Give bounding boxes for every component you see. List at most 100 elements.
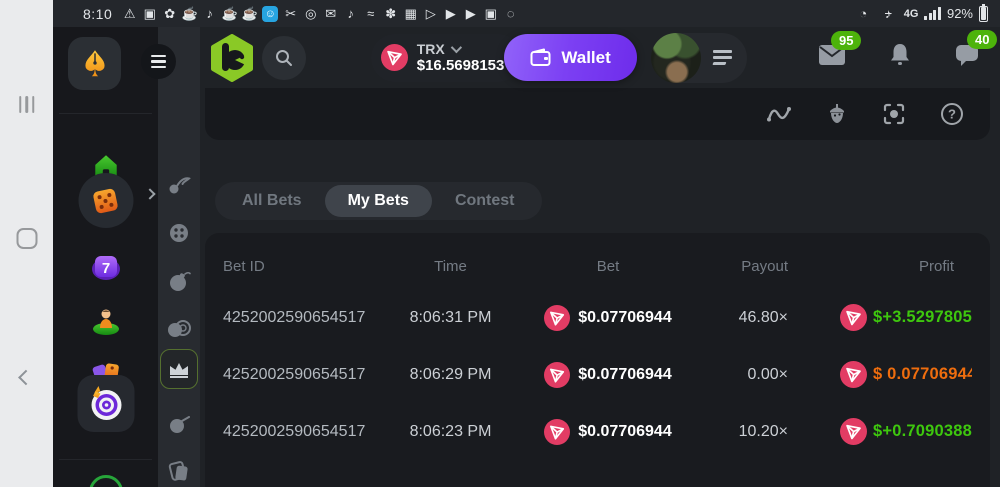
search-button[interactable] xyxy=(262,35,306,80)
wallet-button[interactable]: Wallet xyxy=(504,34,637,81)
game-toolbar-panel: ? xyxy=(205,88,990,140)
live-stats-icon[interactable] xyxy=(766,103,792,125)
tab-all-bets[interactable]: All Bets xyxy=(242,192,302,209)
table-header: Bet ID Time Bet Payout Profit xyxy=(205,233,990,289)
android-status-bar: 8:10 ⚠ ▣ ✿ ☕ ♪ ☕ ☕ ☺ ✂ ◎ ✉ ♪ ≈ ✽ ▦ ▷ ▶ ▶ ▣ ◌ ◔ ♪ 4G 92% xyxy=(53,0,1000,27)
bet-amount-value: $0.07706944 xyxy=(578,422,672,440)
settings-flower-icon: ✿ xyxy=(164,5,176,21)
trx-coin-icon xyxy=(544,419,570,445)
game-item-cards[interactable] xyxy=(166,457,192,487)
chevron-down-icon xyxy=(450,41,462,54)
spotify-icon: ◎ xyxy=(305,5,317,21)
divider xyxy=(59,459,152,460)
wallet-label: Wallet xyxy=(561,47,611,67)
warning-icon: ⚠ xyxy=(123,5,136,21)
os-edge-panel xyxy=(0,0,53,487)
payout-value: 46.80× xyxy=(738,308,788,326)
drink-2-icon: ☕ xyxy=(221,5,238,21)
signal-strength-icon xyxy=(924,7,941,20)
clock: 8:10 xyxy=(83,5,113,22)
slot-seven-icon: 7 xyxy=(91,256,120,280)
col-payout: Payout xyxy=(741,257,788,275)
col-time: Time xyxy=(434,257,467,275)
chat-app-icon: ☺ xyxy=(262,5,279,22)
bet-time-value: 8:06:29 PM xyxy=(409,365,492,383)
tab-my-bets[interactable]: My Bets xyxy=(324,185,432,217)
game-item-ball[interactable] xyxy=(166,412,192,443)
mms-icon: ✉ xyxy=(325,5,337,21)
chat-badge: 40 xyxy=(967,30,998,49)
inbox-button[interactable]: 95 xyxy=(818,31,862,71)
inbox-badge: 95 xyxy=(831,31,862,50)
sidebar-item-active-game[interactable] xyxy=(77,375,134,432)
sidebar-icon-rail: 7 xyxy=(53,27,176,487)
battery-icon xyxy=(979,3,988,22)
bell-icon xyxy=(891,44,909,65)
game-item-bomb[interactable] xyxy=(166,268,192,299)
svg-text:?: ? xyxy=(948,107,956,122)
network-type: 4G xyxy=(903,7,919,20)
chat-button[interactable]: 40 xyxy=(954,30,998,72)
game-category-rail xyxy=(158,27,200,487)
trx-coin-icon xyxy=(381,44,408,71)
user-avatar xyxy=(650,32,701,83)
trx-coin-icon xyxy=(840,418,867,445)
misc-icon: ◌ xyxy=(506,5,515,21)
bets-table: Bet ID Time Bet Payout Profit 4252002590… xyxy=(205,233,990,487)
sidebar-item-live-casino[interactable] xyxy=(89,304,123,341)
bet-amount-value: $0.07706944 xyxy=(578,365,672,383)
battery-percent: 92% xyxy=(946,6,973,21)
bet-id-value: 4252002590654517 xyxy=(223,365,365,383)
profile-menu-icon xyxy=(712,50,732,65)
col-bet: Bet xyxy=(596,257,620,275)
top-nav: TRX $16.5698153 Wallet xyxy=(200,27,1000,88)
currency-code: TRX xyxy=(416,40,445,57)
sidebar-item-casino[interactable] xyxy=(78,173,133,228)
drink-1-icon: ☕ xyxy=(181,5,198,21)
game-item-selected[interactable] xyxy=(160,349,198,389)
profile-menu[interactable] xyxy=(650,32,747,83)
sidebar-item-sports[interactable] xyxy=(88,475,123,487)
seed-acorn-icon[interactable] xyxy=(826,102,848,126)
game-item-dice-ball[interactable] xyxy=(166,220,192,251)
share-icon: ✂ xyxy=(285,5,297,21)
bell-2-icon: ♪ xyxy=(347,5,355,21)
target-icon xyxy=(91,385,122,420)
table-row[interactable]: 4252002590654517 8:06:23 PM $0.07706944 … xyxy=(205,403,990,460)
theatre-expand-icon[interactable] xyxy=(882,102,906,126)
bet-id-value: 4252002590654517 xyxy=(223,308,365,326)
help-icon[interactable]: ? xyxy=(940,102,964,126)
dice-ball-icon xyxy=(170,224,188,242)
notifications-button[interactable] xyxy=(888,42,912,73)
coins-icon xyxy=(168,320,191,337)
expand-chevron-icon[interactable] xyxy=(144,188,156,200)
table-row[interactable]: 4252002590654517 8:06:31 PM $0.07706944 … xyxy=(205,289,990,346)
back-chevron-icon[interactable] xyxy=(17,369,34,386)
currency-selector[interactable]: TRX $16.5698153 xyxy=(370,33,523,82)
sidebar-toggle-button[interactable] xyxy=(141,44,176,79)
person-icon xyxy=(92,309,119,335)
game-item-comet[interactable] xyxy=(166,172,192,203)
bomb-icon xyxy=(170,272,191,291)
sidebar-item-slots[interactable]: 7 xyxy=(90,253,122,288)
crown-fan-icon xyxy=(170,363,188,378)
bet-time-value: 8:06:31 PM xyxy=(409,308,492,326)
ball-icon xyxy=(170,416,190,433)
trx-coin-icon xyxy=(544,362,570,388)
trx-coin-icon xyxy=(544,305,570,331)
profit-value: $ 0.07706944 xyxy=(873,365,972,383)
table-row[interactable]: 4252002590654517 8:06:29 PM $0.07706944 … xyxy=(205,346,990,403)
trx-coin-icon xyxy=(840,304,867,331)
game-item-coins[interactable] xyxy=(165,316,193,347)
shopping-bag-2-icon: ▣ xyxy=(484,5,497,21)
bell-1-icon: ♪ xyxy=(206,5,214,21)
table-body: 4252002590654517 8:06:31 PM $0.07706944 … xyxy=(205,289,990,460)
edge-panel-handle[interactable] xyxy=(18,96,35,113)
notification-icons: ⚠ ▣ ✿ ☕ ♪ ☕ ☕ ☺ ✂ ◎ ✉ ♪ ≈ ✽ ▦ ▷ ▶ ▶ ▣ ◌ xyxy=(120,5,520,23)
divider xyxy=(59,113,152,114)
tab-contest[interactable]: Contest xyxy=(454,192,515,209)
bc-logo[interactable] xyxy=(208,33,256,82)
plant-icon: ✽ xyxy=(385,5,397,21)
multitask-handle[interactable] xyxy=(16,228,37,249)
sidebar-item-poker-logo[interactable] xyxy=(68,37,121,90)
